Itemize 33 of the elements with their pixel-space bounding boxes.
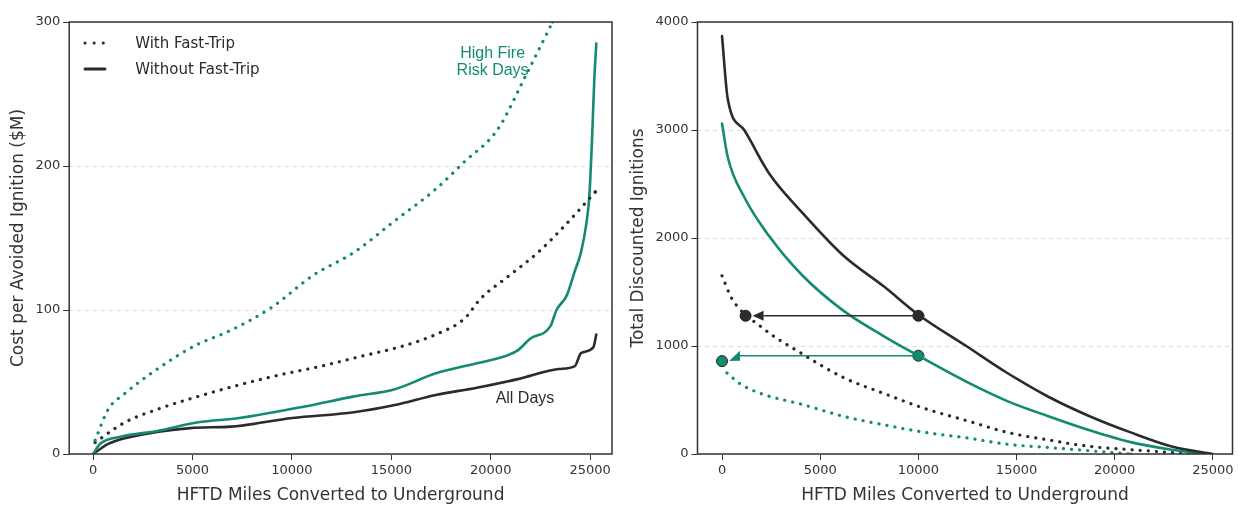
annotation: All Days	[495, 389, 555, 407]
y-tick-label: 200	[35, 157, 61, 173]
x-tick-label: 0	[717, 462, 727, 478]
x-tick-label: 15000	[995, 462, 1038, 478]
annotation: With Fast-Trip	[135, 34, 236, 52]
x-tick-label: 5000	[175, 462, 210, 478]
x-tick-label: 15000	[370, 462, 412, 478]
y-tick-label: 1000	[655, 337, 689, 353]
x-tick-label: 25000	[1192, 462, 1234, 478]
y-axis-title: Total Discounted Ignitions	[626, 128, 647, 349]
y-tick-label: 0	[51, 445, 61, 461]
y-tick-label: 3000	[655, 121, 689, 137]
line-series	[93, 22, 555, 442]
y-axis-title: Cost per Avoided Ignition ($M)	[6, 108, 27, 368]
x-tick-label: 0	[88, 462, 98, 478]
line-series	[93, 190, 597, 445]
y-tick-label: 0	[680, 445, 689, 461]
x-tick-label: 25000	[569, 462, 611, 478]
x-tick-label: 10000	[271, 462, 313, 478]
annotation: High Fire Risk Days	[456, 43, 529, 78]
point	[739, 309, 752, 322]
x-axis-title: HFTD Miles Converted to Underground	[176, 484, 505, 505]
x-tick-label: 5000	[803, 462, 837, 478]
annotation: Without Fast-Trip	[135, 60, 260, 78]
x-axis-title: HFTD Miles Converted to Underground	[801, 484, 1129, 505]
x-tick-label: 10000	[897, 462, 940, 478]
y-tick-label: 300	[35, 13, 61, 29]
y-tick-label: 100	[35, 301, 61, 317]
y-tick-label: 2000	[655, 229, 689, 245]
x-tick-label: 20000	[470, 462, 512, 478]
point	[716, 355, 729, 368]
y-tick-label: 4000	[655, 13, 689, 29]
x-tick-label: 20000	[1094, 462, 1136, 478]
